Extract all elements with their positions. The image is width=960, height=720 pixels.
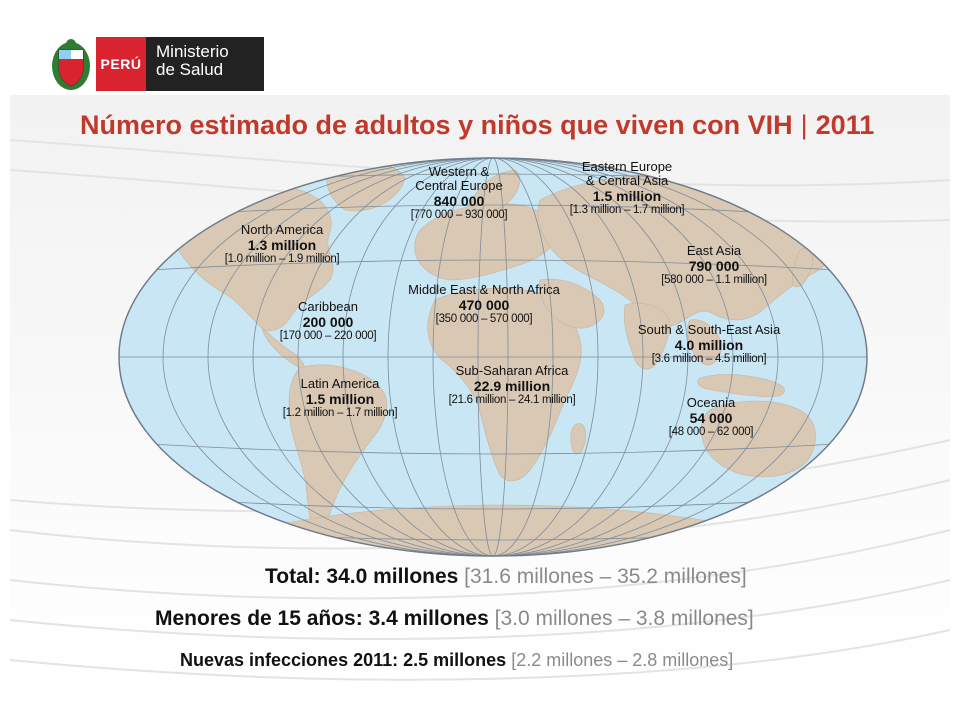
region-south-southeast-asia: South & South-East Asia 4.0 million [3.6… [638, 323, 780, 366]
region-name: Middle East & North Africa [408, 282, 560, 297]
region-range: [350 000 – 570 000] [435, 313, 533, 325]
region-range: [3.6 million – 4.5 million] [651, 353, 767, 365]
region-value: 470 000 [458, 297, 510, 313]
region-range: [48 000 – 62 000] [668, 426, 754, 438]
stat-range: [31.6 millones – 35.2 millones] [464, 565, 747, 588]
land-middle-east [538, 278, 605, 329]
region-western-central-europe: Western & Central Europe 840 000 [770 00… [411, 165, 508, 222]
stat-new-infections: Nuevas infecciones 2011: 2.5 millones [2… [180, 650, 733, 671]
region-name: Oceania [686, 395, 736, 410]
region-value: 790 000 [688, 258, 740, 274]
region-value: 54 000 [689, 410, 733, 426]
page-title: Número estimado de adultos y niños que v… [80, 110, 920, 141]
region-value: 1.3 million [247, 237, 317, 253]
title-main: Número estimado de adultos y niños que v… [80, 110, 793, 140]
land-indonesia [697, 374, 785, 397]
stat-label: Total: 34.0 millones [265, 565, 459, 588]
stat-range: [2.2 millones – 2.8 millones] [511, 650, 734, 670]
peru-badge: PERÚ [96, 37, 146, 91]
region-range: [1.2 million – 1.7 million] [282, 407, 398, 419]
stat-label: Menores de 15 años: 3.4 millones [155, 607, 489, 630]
region-name-line2: & Central Asia [585, 173, 669, 188]
region-range: [580 000 – 1.1 million] [661, 274, 767, 286]
region-name: North America [240, 222, 324, 237]
region-name: Caribbean [298, 299, 358, 314]
region-range: [770 000 – 930 000] [410, 209, 508, 221]
stat-range: [3.0 millones – 3.8 millones] [494, 607, 754, 630]
region-name-line1: Western & [428, 164, 490, 179]
region-middle-east-north-africa: Middle East & North Africa 470 000 [350 … [408, 283, 560, 326]
ministry-name: Ministerio de Salud [146, 37, 264, 91]
region-name: South & South-East Asia [637, 322, 781, 337]
region-north-america: North America 1.3 million [1.0 million –… [225, 223, 340, 266]
region-range: [170 000 – 220 000] [279, 330, 377, 342]
ministry-name-line1: Ministerio [156, 42, 229, 61]
region-latin-america: Latin America 1.5 million [1.2 million –… [283, 377, 398, 420]
region-sub-saharan-africa: Sub-Saharan Africa 22.9 million [21.6 mi… [449, 364, 576, 407]
title-separator: | [800, 110, 808, 140]
region-name: Latin America [300, 376, 380, 391]
region-name: East Asia [686, 243, 742, 258]
region-eastern-europe-central-asia: Eastern Europe & Central Asia 1.5 millio… [570, 160, 685, 217]
region-value: 22.9 million [473, 378, 551, 394]
ministry-logo: PERÚ Ministerio de Salud [50, 35, 264, 93]
ministry-name-line2: de Salud [156, 60, 224, 79]
region-value: 200 000 [302, 314, 354, 330]
land-australia [700, 400, 816, 478]
stat-under-15: Menores de 15 años: 3.4 millones [3.0 mi… [155, 607, 754, 631]
region-name: Sub-Saharan Africa [455, 363, 569, 378]
region-value: 840 000 [433, 193, 485, 209]
region-name-line2: Central Europe [415, 178, 503, 193]
region-east-asia: East Asia 790 000 [580 000 – 1.1 million… [661, 244, 767, 287]
region-caribbean: Caribbean 200 000 [170 000 – 220 000] [280, 300, 377, 343]
land-india [624, 302, 670, 370]
globe-outline [118, 157, 868, 557]
title-year: 2011 [815, 110, 875, 140]
land-scandinavia [469, 169, 520, 212]
region-range: [21.6 million – 24.1 million] [448, 394, 576, 406]
land-new-zealand [829, 467, 845, 490]
stat-total: Total: 34.0 millones [31.6 millones – 35… [265, 565, 747, 589]
land-southeast-asia [687, 319, 722, 366]
region-oceania: Oceania 54 000 [48 000 – 62 000] [668, 395, 754, 439]
region-range: [1.3 million – 1.7 million] [569, 204, 685, 216]
region-value: 1.5 million [592, 188, 662, 204]
region-name-line1: Eastern Europe [581, 159, 673, 174]
stat-label: Nuevas infecciones 2011: 2.5 millones [180, 650, 507, 670]
region-value: 1.5 million [305, 391, 375, 407]
coat-of-arms-icon [52, 39, 90, 90]
region-range: [1.0 million – 1.9 million] [224, 253, 340, 265]
region-value: 4.0 million [674, 337, 744, 353]
